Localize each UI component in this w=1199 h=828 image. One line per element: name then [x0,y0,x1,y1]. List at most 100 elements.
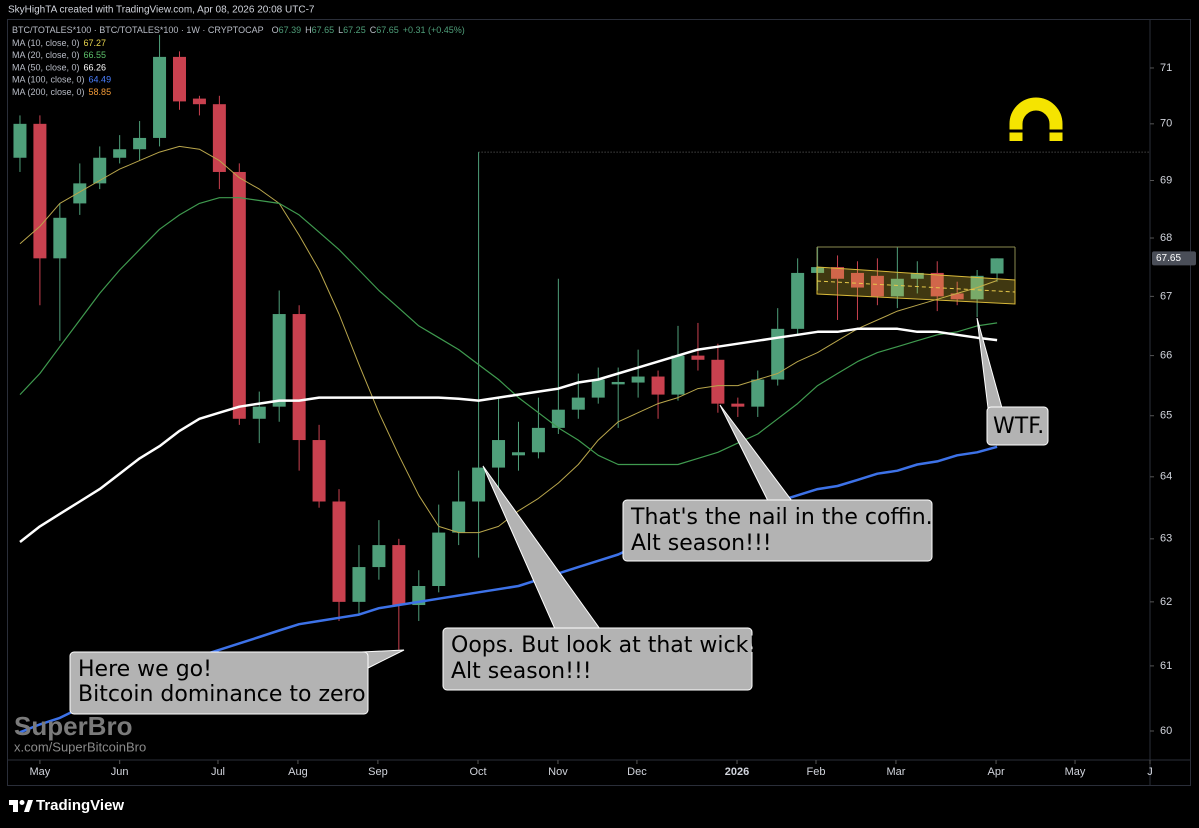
logo [1009,97,1063,141]
readout-value: 67.65 [376,25,399,35]
candle-body [990,258,1004,274]
candle-body [53,217,67,259]
candle-body [611,381,625,385]
candle-body [950,293,964,300]
candle-body [651,376,665,395]
callout-text: Alt season!!! [631,531,772,556]
callout-box [442,627,753,691]
candle-body [172,56,186,102]
callout-box [986,406,1049,446]
candle-body [930,272,944,297]
candle-body [751,379,765,407]
callout-text: WTF. [993,414,1044,439]
candle-body [232,171,246,419]
candle-body [13,123,27,158]
candle-body [252,406,266,419]
x-tick-label: Aug [288,766,308,778]
legend-name: MA (10, close, 0) [12,38,80,48]
candle-body [910,272,924,279]
y-tick-label: 67 [1160,290,1172,302]
callout-text: Oops. But look at that wick! [451,633,757,658]
x-tick-label: J [1147,766,1153,778]
callouts: Here we go! Bitcoin dominance to zero! O… [69,317,1049,715]
footer-logo [9,800,33,812]
ma-line [19,327,998,543]
candle-body [113,149,127,158]
candle-body [531,427,545,453]
candle-body [33,123,47,259]
logo-part [24,800,33,812]
legend-name: MA (100, close, 0) [12,75,85,85]
x-tick-label: Sep [368,766,388,778]
readout-value: 67.39 [279,25,302,35]
y-tick-label: 68 [1160,232,1172,244]
candle-body [831,267,845,279]
candle-body [870,275,884,297]
candle-body [272,314,286,407]
candle-body [711,359,725,404]
x-tick-label: Oct [469,766,486,778]
candle-body [492,440,506,468]
candle-body [811,267,825,273]
y-tick-label: 66 [1160,350,1172,362]
candle-body [292,314,306,441]
logo-part [13,800,18,812]
candle-body [352,567,366,602]
legend-entry: MA (10, close, 0) 67.27 [12,38,106,48]
legend-name: MA (50, close, 0) [12,63,80,73]
callout-text: That's the nail in the coffin. [630,505,933,530]
logo-arch [1009,97,1063,141]
symbol-readout: BTC/TOTALES*100 · BTC/TOTALES*100 · 1W ·… [12,25,465,35]
last-price-label: 67.65 [1156,253,1181,264]
y-tick-label: 60 [1160,725,1172,737]
footer-brand: TradingView [36,797,124,814]
x-tick-label: Jun [111,766,129,778]
candle-body [571,397,585,410]
x-tick-label: Nov [548,766,568,778]
candle-body [731,403,745,407]
legend-entry: MA (50, close, 0) 66.26 [12,63,106,73]
candle-body [432,532,446,587]
x-tick-label: Feb [807,766,826,778]
legend-value: 58.85 [89,87,112,97]
legend-value: 64.49 [89,75,112,85]
y-tick-label: 65 [1160,410,1172,422]
plot-area [13,34,1150,734]
candle-body [771,328,785,380]
x-tick-label: 2026 [725,766,749,778]
callout-text: Bitcoin dominance to zero! [78,682,374,707]
readout-key: H [305,25,312,35]
candle-body [392,545,406,606]
candle-body [332,501,346,602]
legend-value: 66.55 [84,51,107,61]
symbol: BTC/TOTALES*100 · BTC/TOTALES*100 · 1W ·… [12,25,264,35]
ma-line [19,197,998,466]
callout-text: Here we go! [78,657,212,682]
candle-body [312,440,326,502]
legend-value: 67.27 [84,38,107,48]
legend-value: 66.26 [84,63,107,73]
candle-body [192,98,206,105]
frame [7,19,1191,786]
last-price-box [1152,251,1196,266]
candle-body [372,545,386,568]
candle-body [93,157,107,184]
candle-body [133,137,147,150]
y-tick-label: 70 [1160,118,1172,130]
credit: SkyHighTA created with TradingView.com, … [8,5,315,16]
readout-change: +0.31 (+0.45%) [403,25,465,35]
callout-box [69,651,369,715]
candle-body [472,467,486,502]
x-tick-label: May [30,766,51,778]
y-tick-label: 69 [1160,174,1172,186]
channel-mid [816,280,1016,293]
legend-name: MA (200, close, 0) [12,87,85,97]
x-tick-label: Dec [627,766,647,778]
candle-body [452,501,466,533]
candle-body [691,355,705,360]
y-tick-label: 71 [1160,62,1172,74]
readout-value: 67.65 [312,25,335,35]
channel [816,266,1016,305]
readout-key: C [370,25,377,35]
